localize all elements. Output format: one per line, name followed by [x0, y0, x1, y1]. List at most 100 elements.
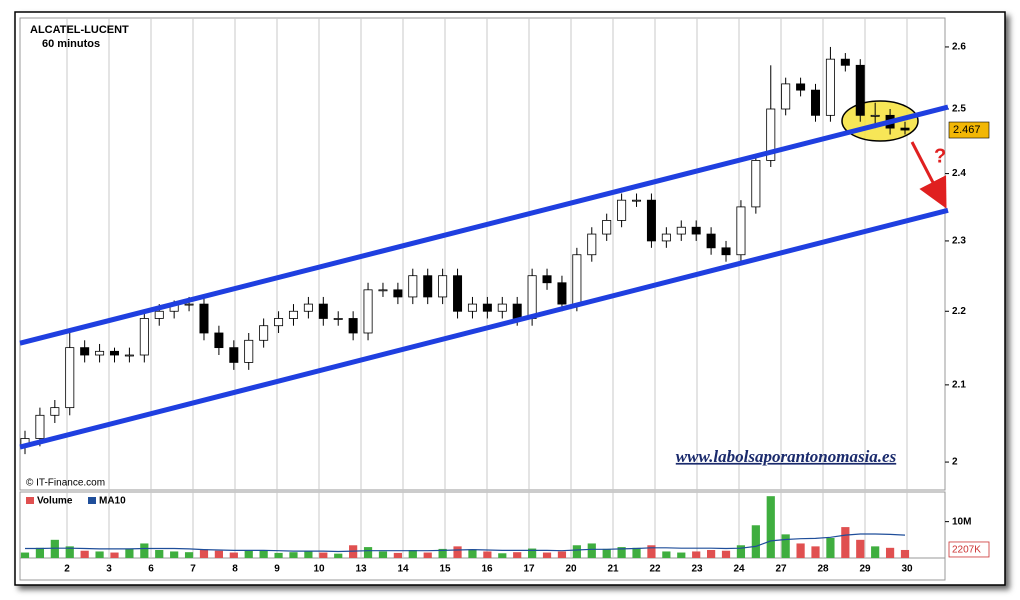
volume-bar [572, 545, 581, 558]
x-tick-label: 7 [190, 564, 196, 575]
volume-bar [140, 543, 149, 558]
candle-body [244, 339, 254, 363]
volume-bar [766, 496, 775, 558]
x-tick-label: 27 [775, 564, 787, 575]
candle-body [274, 318, 284, 327]
candle-body [542, 275, 552, 284]
candle-body [527, 275, 537, 319]
x-tick-label: 29 [859, 564, 871, 575]
volume-bar [677, 552, 686, 558]
chart-title: ALCATEL-LUCENT [30, 24, 129, 36]
candle-body [393, 289, 403, 298]
ma10-line [25, 533, 906, 553]
candle-body [378, 289, 388, 292]
last-value-box [948, 121, 990, 139]
candle-body [199, 303, 209, 334]
y-tick-label: 2 [952, 457, 958, 468]
volume-bar [408, 550, 417, 558]
x-tick-label: 13 [355, 564, 367, 575]
candle-body [438, 275, 448, 298]
volume-bar [751, 525, 760, 558]
volume-bar [483, 551, 492, 558]
legend-swatch [26, 497, 34, 504]
x-tick-label: 30 [901, 564, 913, 575]
watermark: www.labolsaporantonomasia.es [676, 447, 897, 466]
volume-bar [95, 551, 104, 558]
volume-bar [468, 549, 477, 558]
y-tick-label: 2.2 [952, 306, 966, 317]
x-tick-label: 8 [232, 564, 238, 575]
x-tick-label: 10 [313, 564, 325, 575]
y-tick-label: 10M [952, 516, 971, 527]
volume-bar [900, 549, 910, 558]
candle-body [676, 226, 686, 235]
x-tick-label: 2 [64, 564, 70, 575]
volume-bar [736, 545, 746, 558]
volume-bar [363, 547, 373, 558]
x-tick-label: 17 [523, 564, 535, 575]
x-tick-label: 9 [274, 564, 280, 575]
candle-body [870, 114, 880, 117]
legend-label: Volume [37, 496, 73, 507]
volume-bar [692, 551, 701, 558]
annotation: ? [934, 145, 946, 167]
candle-body [855, 64, 865, 116]
candle-body [65, 347, 75, 409]
candle-body [303, 303, 313, 312]
volume-panel [19, 491, 946, 559]
volume-bar [811, 546, 820, 558]
legend-label: MA10 [99, 496, 126, 507]
y-tick-label: 2.3 [952, 236, 966, 247]
volume-bar [125, 548, 134, 558]
candle-body [124, 354, 134, 357]
volume-bar [647, 545, 656, 558]
candle-body [572, 254, 582, 305]
candle-body [214, 332, 224, 349]
volume-bar [259, 550, 268, 558]
source: © IT-Finance.com [26, 478, 105, 489]
channel-line [19, 207, 949, 450]
volume-bar [378, 551, 388, 558]
candle-body [811, 89, 821, 116]
volume-bar [662, 551, 671, 558]
candle-body [288, 310, 298, 319]
candle-body [229, 347, 239, 363]
candle-body [617, 199, 627, 221]
price-panel [19, 17, 946, 491]
volume-bar [885, 547, 895, 558]
volume-bar [393, 552, 402, 558]
volume-bar [796, 543, 805, 558]
volume-bar [871, 546, 880, 558]
y-tick-label: 2.5 [952, 104, 966, 115]
highlight [841, 100, 919, 142]
x-tick-label: 14 [397, 564, 409, 575]
volume-bar [528, 548, 537, 558]
volume-bar [617, 547, 626, 558]
chart-subtitle: 60 minutos [42, 38, 100, 50]
x-tick-label: 20 [565, 564, 577, 575]
volume-bar [453, 546, 462, 558]
volume-bar [587, 543, 596, 558]
volume-bar [438, 548, 447, 558]
x-tick-label: 21 [607, 564, 619, 575]
legend-swatch [88, 497, 96, 504]
x-tick-label: 22 [649, 564, 661, 575]
volume-bar [274, 552, 283, 558]
candle-body [766, 108, 776, 161]
last-volume-label: 2207K [952, 545, 981, 556]
x-axis [19, 557, 946, 581]
channel-line [19, 104, 949, 346]
candle-body [736, 206, 746, 256]
y-tick-label: 2.1 [952, 380, 966, 391]
candle-body [691, 226, 701, 235]
volume-bar [498, 553, 507, 558]
candle-body [706, 233, 716, 249]
volume-bar [304, 550, 313, 558]
candle-body [646, 199, 656, 242]
candle-body [363, 289, 373, 334]
volume-bar [826, 538, 835, 558]
volume-bar [199, 549, 209, 558]
candle-body [333, 318, 343, 320]
